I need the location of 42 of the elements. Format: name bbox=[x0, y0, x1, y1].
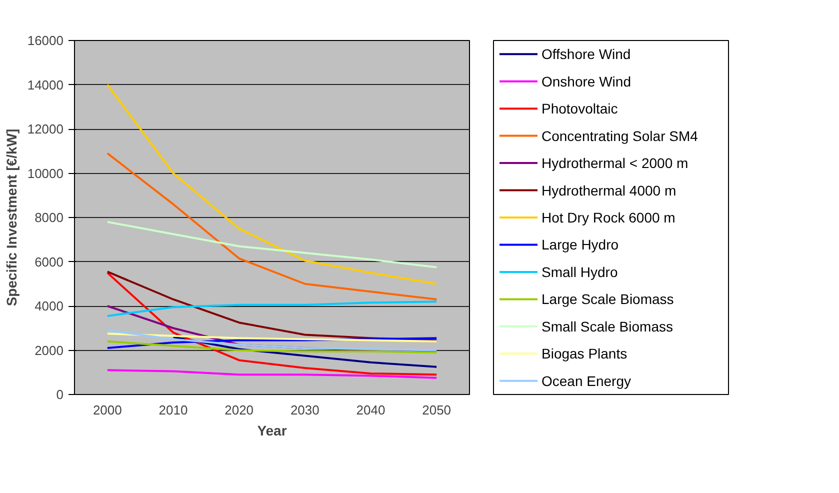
y-tick-label: 12000 bbox=[27, 122, 64, 136]
legend-label: Hydrothermal 4000 m bbox=[542, 182, 676, 198]
y-tick-label: 16000 bbox=[27, 33, 64, 48]
x-tick-label: 2010 bbox=[158, 402, 188, 418]
line-series bbox=[106, 369, 438, 379]
legend-label: Large Scale Biomass bbox=[542, 291, 674, 308]
legend-label: Hot Dry Rock 6000 m bbox=[542, 210, 676, 226]
x-tick-label: 2050 bbox=[422, 402, 452, 418]
y-tick-label: 2000 bbox=[34, 342, 64, 358]
y-tick-label: 0 bbox=[56, 387, 64, 402]
legend-label: Large Hydro bbox=[542, 236, 619, 253]
legend-label: Hydrothermal < 2000 m bbox=[542, 155, 688, 172]
legend-label: Biogas Plants bbox=[542, 346, 628, 362]
line-series bbox=[106, 152, 438, 300]
y-tick-label: 14000 bbox=[27, 77, 64, 92]
legend-label: Concentrating Solar SM4 bbox=[542, 128, 698, 144]
legend-label: Photovoltaic bbox=[542, 100, 618, 117]
line-series bbox=[106, 340, 438, 354]
legend-label: Onshore Wind bbox=[542, 73, 631, 90]
y-tick-label: 10000 bbox=[27, 166, 64, 181]
legend-label: Small Scale Biomass bbox=[542, 318, 673, 334]
line-series bbox=[106, 84, 438, 285]
legend-label: Small Hydro bbox=[542, 264, 618, 280]
y-tick-label: 8000 bbox=[34, 210, 64, 225]
x-tick-label: 2000 bbox=[92, 402, 122, 418]
x-tick-label: 2040 bbox=[356, 402, 386, 418]
legend-label: Offshore Wind bbox=[542, 46, 631, 62]
line-series bbox=[106, 220, 438, 268]
line-series bbox=[106, 337, 438, 350]
y-tick-label: 6000 bbox=[34, 254, 64, 270]
line-series bbox=[106, 332, 438, 342]
line-series bbox=[106, 329, 438, 352]
y-tick-label: 4000 bbox=[34, 298, 64, 314]
line-series bbox=[106, 272, 438, 376]
line-series bbox=[106, 270, 438, 342]
x-tick-label: 2020 bbox=[224, 402, 254, 418]
line-series bbox=[172, 336, 438, 368]
legend-label: Ocean Energy bbox=[542, 372, 631, 389]
x-tick-label: 2030 bbox=[290, 402, 320, 418]
line-series bbox=[106, 300, 438, 317]
x-axis-title: Year bbox=[257, 422, 288, 438]
y-axis-title: Specific Investment [€/kW] bbox=[3, 128, 20, 306]
